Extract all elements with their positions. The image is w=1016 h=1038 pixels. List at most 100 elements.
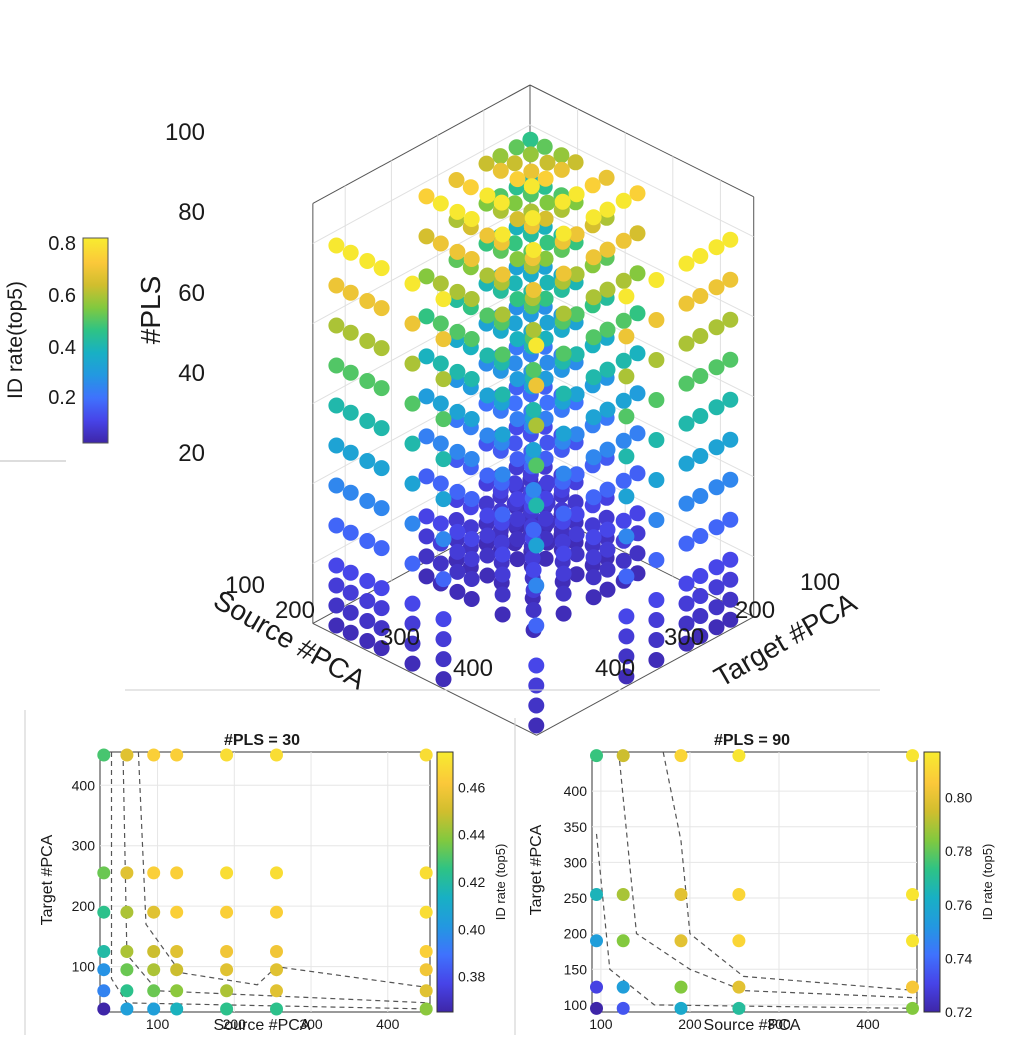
- colorbar-gradient: [923, 751, 941, 1013]
- 3d-scatter-point: [618, 288, 635, 305]
- 3d-scatter-point: [509, 371, 526, 388]
- 3d-scatter-point: [536, 138, 553, 155]
- 3d-scatter-point: [708, 239, 725, 256]
- 3d-scatter-point: [524, 210, 541, 227]
- 3d-scatter-point: [722, 391, 739, 408]
- 3d-scatter-point: [722, 231, 739, 248]
- y-tick-label: 200: [564, 926, 588, 942]
- 3d-scatter-point: [449, 363, 466, 380]
- 3d-scatter-point: [553, 147, 570, 164]
- 3d-scatter-point: [539, 274, 556, 291]
- 3d-scatter-point: [692, 488, 709, 504]
- 3d-scatter-point: [648, 352, 665, 368]
- 3d-scatter-point: [435, 451, 452, 468]
- 3d-scatter-point: [342, 284, 359, 301]
- 3d-scatter-point: [342, 564, 359, 581]
- 3d-scatter-point: [648, 272, 665, 288]
- 3d-scatter-point: [509, 411, 526, 428]
- 3d-scatter-point: [708, 519, 725, 536]
- 3d-scatter-point: [342, 524, 359, 541]
- scatter-point: [120, 984, 134, 998]
- 3d-scatter-point: [509, 291, 526, 308]
- scatter-point: [674, 934, 688, 948]
- 3d-scatter-point: [523, 178, 540, 195]
- 3d-scatter-point: [373, 260, 390, 277]
- 3d-scatter-point: [692, 408, 709, 424]
- 3d-scatter-point: [418, 188, 435, 205]
- scatter-point: [732, 980, 746, 994]
- 3d-scatter-point: [418, 548, 435, 565]
- scatter-point: [419, 945, 433, 958]
- 3d-scatter-point: [359, 633, 376, 649]
- scatter-point: [220, 945, 234, 958]
- 3d-scatter-point: [435, 331, 452, 348]
- 3d-scatter-point: [494, 566, 511, 583]
- 3d-scatter-point: [359, 413, 376, 429]
- 3d-scatter-point: [479, 547, 496, 564]
- scatter-point: [616, 749, 630, 763]
- 3d-scatter-point: [539, 354, 556, 371]
- 3d-scatter-point: [525, 442, 542, 458]
- 3d-scatter-point: [492, 162, 509, 179]
- 3d-scatter-point: [708, 439, 725, 456]
- contour-line: [618, 751, 918, 999]
- 3d-scatter-point: [359, 493, 376, 509]
- 3d-scatter-point: [568, 466, 585, 483]
- 3d-scatter-point: [692, 448, 709, 464]
- 3d-scatter-point: [359, 613, 376, 629]
- scatter-point: [220, 1002, 234, 1016]
- 3d-scatter-point: [506, 395, 523, 412]
- 3d-scatter-point: [678, 615, 695, 632]
- 3d-scatter-point: [585, 589, 602, 606]
- scatter-point: [147, 963, 161, 977]
- 3d-scatter-point: [359, 333, 376, 349]
- 3d-scatter-point: [418, 508, 435, 525]
- 3d-scatter-point: [618, 368, 635, 385]
- 3d-scatter-point: [528, 697, 545, 714]
- 3d-scatter-point: [404, 655, 421, 672]
- 3d-scatter-point: [648, 652, 665, 668]
- 3d-scatter-point: [494, 226, 511, 243]
- 3d-scatter-point: [418, 428, 435, 445]
- 3d-scatter-point: [528, 577, 545, 594]
- 3d-scatter-point: [359, 593, 376, 609]
- 3d-scatter-point: [528, 617, 545, 634]
- 3d-scatter-point: [722, 431, 739, 448]
- 3d-scatter-point: [404, 555, 421, 572]
- contour-line: [122, 751, 431, 1004]
- scatter-point: [220, 905, 234, 919]
- 3d-scatter-point: [463, 251, 480, 267]
- 3d-scatter-point: [342, 364, 359, 381]
- 3d-scatter-point: [555, 505, 572, 522]
- chart-title: #PLS = 90: [714, 732, 790, 749]
- z-tick-label: 80: [178, 199, 205, 226]
- 3d-scatter-point: [528, 717, 545, 734]
- 3d-scatter-point: [373, 380, 390, 397]
- 3d-scatter-point: [528, 457, 545, 474]
- 3d-scatter-point: [568, 226, 585, 243]
- 3d-scatter-point: [678, 415, 695, 432]
- scatter-point: [732, 888, 746, 901]
- 3d-scatter-point: [435, 491, 452, 508]
- 3d-scatter-point: [506, 435, 523, 452]
- 3d-scatter-point: [509, 251, 526, 268]
- 3d-scatter-point: [708, 619, 725, 636]
- 3d-scatter-point: [618, 568, 635, 585]
- 3d-scatter-point: [432, 515, 449, 532]
- scatter-point: [419, 905, 433, 919]
- x-tick-label: 300: [299, 1016, 323, 1032]
- 3d-scatter-point: [615, 512, 632, 529]
- 3d-scatter-point: [568, 546, 585, 563]
- scatter-point: [147, 984, 161, 998]
- scatter-point: [170, 748, 184, 762]
- 3d-scatter-point: [342, 404, 359, 421]
- 3d-grid-line: [312, 124, 754, 244]
- 3d-scatter-point: [599, 361, 616, 378]
- 3d-scatter-point: [722, 591, 739, 608]
- scatter-point: [120, 1002, 134, 1016]
- 3d-scatter-point: [648, 392, 665, 408]
- 3d-scatter-point: [568, 426, 585, 443]
- 3d-scatter-point: [494, 586, 511, 603]
- y-axis-label: Target #PCA: [528, 824, 545, 915]
- scatter-point: [170, 984, 184, 998]
